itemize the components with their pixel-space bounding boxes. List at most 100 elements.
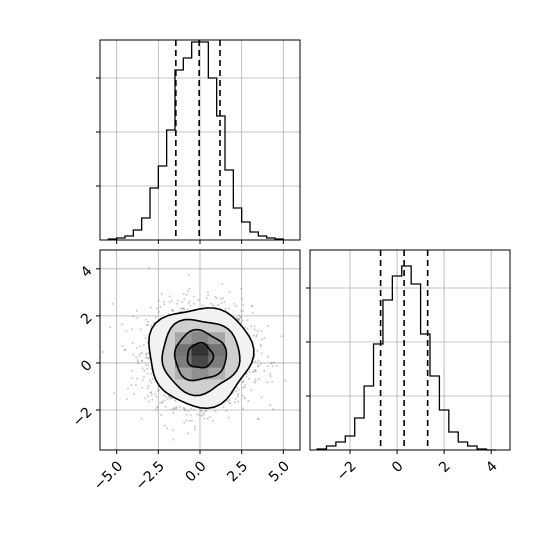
- scatter-point: [193, 428, 196, 431]
- scatter-point: [146, 323, 149, 326]
- scatter-point: [222, 406, 225, 409]
- scatter-point: [242, 407, 245, 410]
- scatter-point: [224, 308, 227, 311]
- scatter-point: [235, 316, 238, 319]
- scatter-point: [187, 273, 190, 276]
- scatter-point: [172, 438, 175, 441]
- scatter-point: [121, 323, 124, 326]
- scatter-point: [132, 353, 135, 356]
- hist_x-panel: [96, 39, 301, 244]
- density-cell-3: [175, 344, 192, 356]
- scatter-point: [242, 380, 245, 383]
- scatter-point: [243, 386, 246, 389]
- scatter-point: [192, 408, 195, 411]
- scatter-point: [188, 300, 191, 303]
- scatter-point: [187, 302, 190, 305]
- joint-xtick-label-4: 5.0: [266, 458, 293, 485]
- scatter-point: [191, 419, 194, 422]
- scatter-point: [159, 401, 162, 404]
- scatter-point: [240, 316, 243, 319]
- scatter-point: [171, 309, 174, 312]
- scatter-point: [271, 380, 274, 383]
- scatter-point: [217, 303, 220, 306]
- scatter-point: [175, 302, 178, 305]
- scatter-point: [172, 407, 175, 410]
- joint-xtick-label-3: 2.5: [224, 458, 251, 485]
- scatter-point: [229, 402, 232, 405]
- joint-xtick-label-2: 0.0: [183, 458, 210, 485]
- scatter-point: [222, 297, 225, 300]
- scatter-point: [160, 293, 163, 296]
- scatter-point: [206, 417, 209, 420]
- scatter-point: [212, 419, 215, 422]
- scatter-point: [261, 338, 264, 341]
- scatter-point: [226, 399, 229, 402]
- scatter-point: [256, 330, 259, 333]
- scatter-point: [256, 365, 259, 368]
- scatter-point: [236, 317, 239, 320]
- scatter-point: [126, 387, 129, 390]
- scatter-point: [146, 372, 149, 375]
- scatter-point: [111, 302, 114, 305]
- density-cell-10: [191, 367, 209, 380]
- scatter-point: [247, 399, 250, 402]
- hist_y-xtick-label-2: 2: [436, 458, 454, 476]
- density-cell-11: [208, 367, 225, 380]
- scatter-point: [186, 290, 189, 293]
- scatter-point: [254, 378, 257, 381]
- scatter-point: [145, 352, 148, 355]
- scatter-point: [135, 356, 138, 359]
- scatter-point: [150, 372, 153, 375]
- scatter-point: [188, 419, 191, 422]
- scatter-point: [157, 310, 160, 313]
- scatter-point: [180, 300, 183, 303]
- scatter-point: [199, 409, 202, 412]
- hist_x-bars: [107, 41, 284, 240]
- scatter-point: [141, 359, 144, 362]
- scatter-point: [233, 302, 236, 305]
- scatter-point: [234, 397, 237, 400]
- scatter-point: [252, 334, 255, 337]
- scatter-point: [254, 370, 257, 373]
- scatter-point: [270, 361, 273, 364]
- scatter-point: [138, 355, 141, 358]
- scatter-point: [181, 307, 184, 310]
- scatter-point: [237, 317, 240, 320]
- scatter-point: [266, 325, 269, 328]
- scatter-point: [237, 400, 240, 403]
- scatter-point: [130, 369, 133, 372]
- scatter-point: [245, 375, 248, 378]
- joint-ytick-label-1: 0: [78, 357, 96, 375]
- scatter-point: [147, 364, 150, 367]
- contour-line-0: [147, 307, 255, 410]
- scatter-point: [266, 381, 269, 384]
- scatter-point: [144, 356, 147, 359]
- scatter-point: [240, 287, 243, 290]
- scatter-point: [168, 295, 171, 298]
- scatter-point: [251, 304, 254, 307]
- scatter-point: [159, 413, 162, 416]
- scatter-point: [187, 432, 190, 435]
- scatter-point: [147, 384, 150, 387]
- scatter-point: [149, 306, 152, 309]
- scatter-point: [163, 424, 166, 427]
- scatter-point: [246, 319, 249, 322]
- scatter-point: [233, 401, 236, 404]
- scatter-point: [123, 349, 126, 352]
- scatter-point: [147, 266, 150, 269]
- hist_y-xtick-label-0: −2: [334, 458, 360, 484]
- scatter-point: [141, 379, 144, 382]
- scatter-point: [147, 395, 150, 398]
- scatter-point: [156, 406, 159, 409]
- scatter-point: [198, 413, 201, 416]
- scatter-point: [236, 318, 239, 321]
- scatter-point: [157, 299, 160, 302]
- scatter-point: [271, 365, 274, 368]
- scatter-point: [236, 395, 239, 398]
- joint-xtick-label-1: −2.5: [133, 458, 168, 493]
- scatter-point: [269, 375, 272, 378]
- joint-ytick-label-2: 2: [78, 310, 96, 328]
- scatter-point: [220, 301, 223, 304]
- scatter-point: [239, 316, 242, 319]
